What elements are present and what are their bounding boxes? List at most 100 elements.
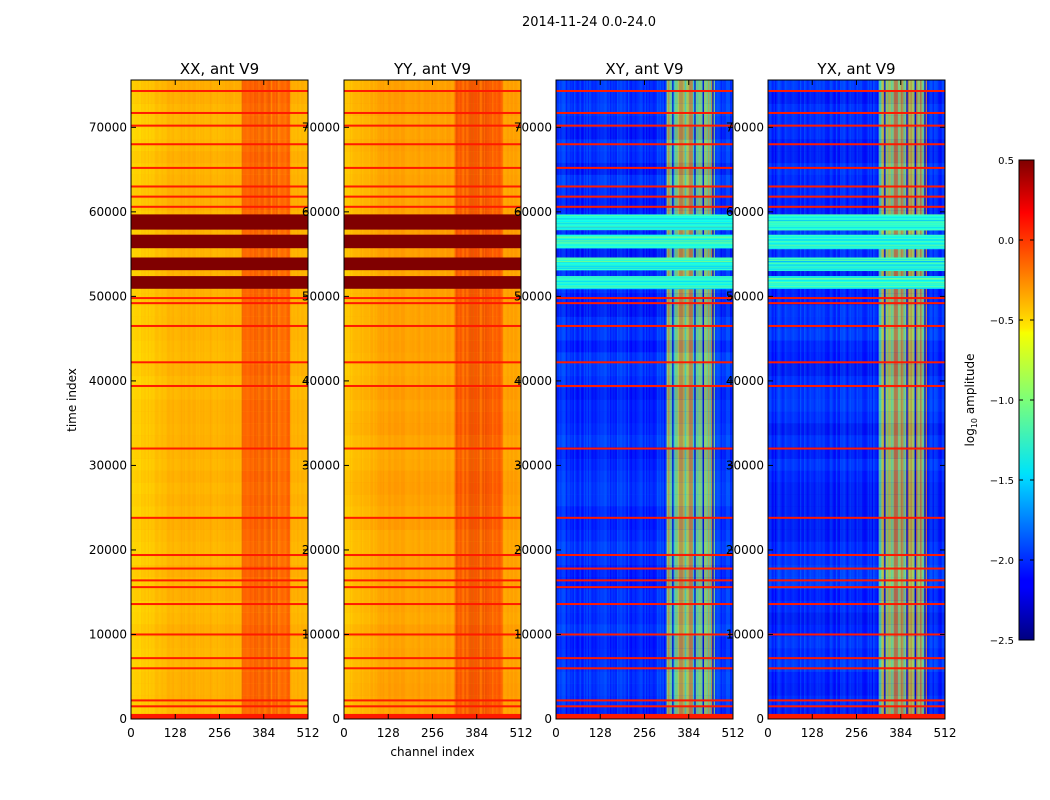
panel-title: YX, ant V9 bbox=[816, 60, 895, 78]
y-tick-label: 10000 bbox=[514, 627, 552, 641]
flag-row bbox=[131, 567, 308, 570]
panel-title: YY, ant V9 bbox=[393, 60, 471, 78]
flag-row bbox=[556, 111, 733, 114]
flag-row bbox=[344, 302, 521, 305]
flag-row bbox=[344, 143, 521, 146]
y-tick-label: 60000 bbox=[514, 205, 552, 219]
flag-row bbox=[556, 297, 733, 300]
x-tick-label: 128 bbox=[801, 726, 824, 740]
flag-row bbox=[768, 324, 945, 327]
panel-1: XX, ant V9 0 128 256 384 512 0 10000 20000 30000 4… bbox=[65, 60, 319, 740]
colorbar: 0.5 0.0 −0.5 −1.0 −1.5 −2.0 −2.5 log10 amplitu… bbox=[963, 156, 1035, 647]
flag-row bbox=[556, 567, 733, 570]
x-tick-label: 512 bbox=[510, 726, 533, 740]
flag-row bbox=[131, 667, 308, 670]
panel-title: XX, ant V9 bbox=[180, 60, 259, 78]
y-tick-label: 50000 bbox=[302, 289, 340, 303]
flag-row bbox=[344, 124, 521, 127]
flag-row bbox=[131, 361, 308, 364]
flag-row bbox=[131, 579, 308, 582]
x-tick-label: 512 bbox=[934, 726, 957, 740]
panel-2: YY, ant V9 0 128 256 384 512 0 10000 20000 30000 4… bbox=[302, 60, 533, 759]
y-tick-label: 10000 bbox=[726, 627, 764, 641]
y-tick-label: 10000 bbox=[89, 627, 127, 641]
flag-row bbox=[131, 185, 308, 188]
flag-row bbox=[768, 124, 945, 127]
flag-row bbox=[131, 297, 308, 300]
flag-row bbox=[344, 89, 521, 92]
flag-row bbox=[344, 384, 521, 387]
y-tick-label: 50000 bbox=[726, 289, 764, 303]
flag-row bbox=[556, 195, 733, 198]
y-tick-label: 40000 bbox=[514, 374, 552, 388]
flag-row bbox=[344, 447, 521, 450]
flag-row bbox=[768, 297, 945, 300]
flag-row bbox=[131, 124, 308, 127]
flag-row bbox=[556, 384, 733, 387]
panel-3: XY, ant V9 0 128 256 384 512 0 10000 20000 30000 4… bbox=[514, 60, 745, 740]
flag-row bbox=[131, 324, 308, 327]
flag-row bbox=[344, 195, 521, 198]
panel-4: YX, ant V9 0 128 256 384 512 0 10000 20000 30000 4… bbox=[726, 60, 957, 740]
y-tick-label: 30000 bbox=[514, 458, 552, 472]
flag-row bbox=[131, 586, 308, 589]
flag-row bbox=[131, 516, 308, 519]
flag-row bbox=[768, 554, 945, 557]
flag-row bbox=[344, 603, 521, 606]
y-tick-label: 70000 bbox=[89, 120, 127, 134]
y-tick-label: 60000 bbox=[89, 205, 127, 219]
flag-row bbox=[344, 185, 521, 188]
y-tick-label: 50000 bbox=[514, 289, 552, 303]
y-tick-label: 30000 bbox=[302, 458, 340, 472]
flag-row bbox=[768, 384, 945, 387]
x-tick-label: 384 bbox=[889, 726, 912, 740]
flag-row bbox=[768, 89, 945, 92]
y-tick-label: 60000 bbox=[726, 205, 764, 219]
flag-row bbox=[556, 586, 733, 589]
x-tick-label: 0 bbox=[552, 726, 560, 740]
x-tick-label: 512 bbox=[297, 726, 320, 740]
flag-row bbox=[344, 586, 521, 589]
panel-title: XY, ant V9 bbox=[605, 60, 683, 78]
y-tick-label: 50000 bbox=[89, 289, 127, 303]
saturated-block bbox=[131, 276, 308, 289]
saturated-block bbox=[131, 257, 308, 271]
saturated-block bbox=[344, 234, 521, 249]
flag-row bbox=[768, 205, 945, 208]
flag-row bbox=[131, 603, 308, 606]
colorbar-tick-label: −0.5 bbox=[990, 316, 1014, 327]
heatmap-image bbox=[344, 80, 521, 719]
flag-row bbox=[344, 633, 521, 636]
flag-row bbox=[131, 143, 308, 146]
flag-row bbox=[768, 166, 945, 169]
flag-row bbox=[768, 516, 945, 519]
flag-row bbox=[556, 516, 733, 519]
flag-row bbox=[768, 361, 945, 364]
flag-row bbox=[556, 166, 733, 169]
x-tick-label: 512 bbox=[722, 726, 745, 740]
y-tick-label: 60000 bbox=[302, 205, 340, 219]
flag-row bbox=[556, 705, 733, 708]
y-tick-label: 70000 bbox=[726, 120, 764, 134]
y-tick-label: 0 bbox=[756, 712, 764, 726]
colorbar-label: log10 amplitude bbox=[963, 354, 979, 447]
flag-row bbox=[768, 302, 945, 305]
flag-row bbox=[131, 384, 308, 387]
flag-row bbox=[768, 667, 945, 670]
x-tick-label: 384 bbox=[252, 726, 275, 740]
y-tick-label: 70000 bbox=[302, 120, 340, 134]
flag-row bbox=[344, 554, 521, 557]
flag-row bbox=[768, 185, 945, 188]
x-tick-label: 0 bbox=[764, 726, 772, 740]
flag-row bbox=[131, 447, 308, 450]
flag-row bbox=[131, 302, 308, 305]
flag-row bbox=[556, 579, 733, 582]
flag-row bbox=[556, 667, 733, 670]
y-tick-label: 70000 bbox=[514, 120, 552, 134]
x-tick-label: 128 bbox=[377, 726, 400, 740]
x-tick-label: 0 bbox=[340, 726, 348, 740]
heatmap-image bbox=[131, 80, 308, 719]
flag-row bbox=[556, 603, 733, 606]
flag-row bbox=[556, 657, 733, 660]
flag-row bbox=[768, 633, 945, 636]
